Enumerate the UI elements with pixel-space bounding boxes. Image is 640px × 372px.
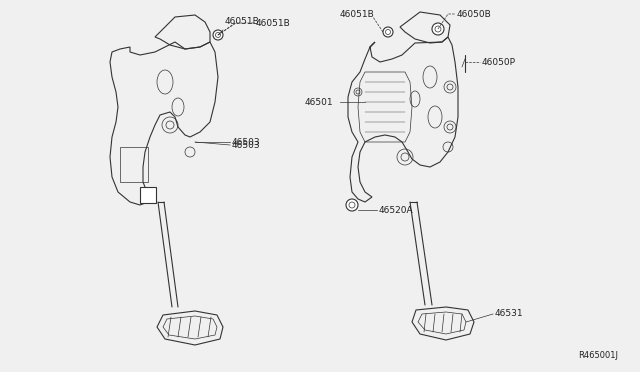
Text: 46051B: 46051B [340, 10, 375, 19]
Text: 46050P: 46050P [482, 58, 516, 67]
Text: 46051B: 46051B [225, 16, 260, 26]
Circle shape [432, 23, 444, 35]
Text: 46503: 46503 [232, 138, 260, 147]
Circle shape [346, 199, 358, 211]
Text: R465001J: R465001J [578, 351, 618, 360]
Text: 46051B: 46051B [256, 19, 291, 28]
Circle shape [213, 30, 223, 40]
Text: 46531: 46531 [495, 310, 524, 318]
Text: 46050B: 46050B [457, 10, 492, 19]
Polygon shape [140, 187, 156, 203]
Text: 46503: 46503 [232, 141, 260, 150]
Text: 46520A: 46520A [379, 205, 413, 215]
Text: 46501: 46501 [305, 97, 333, 106]
Circle shape [383, 27, 393, 37]
